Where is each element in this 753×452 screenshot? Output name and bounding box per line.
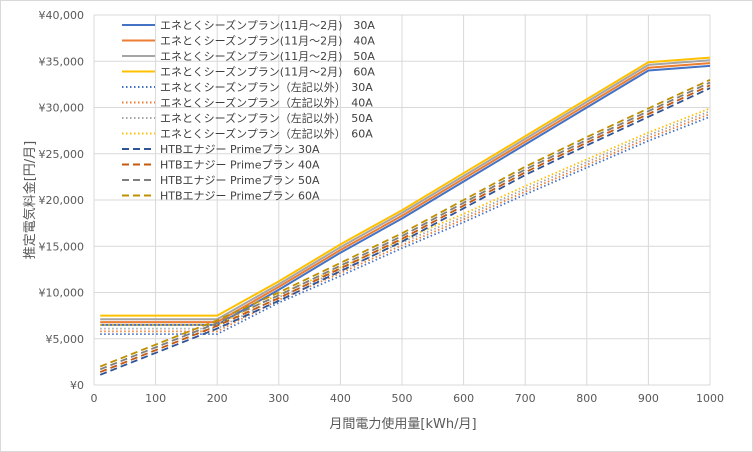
y-tick-label: ¥10,000 <box>39 287 85 300</box>
x-tick-label: 600 <box>453 392 474 405</box>
series-line <box>99 87 711 376</box>
y-tick-label: ¥40,000 <box>39 9 85 22</box>
x-tick-label: 400 <box>330 392 351 405</box>
legend-label: エネとくシーズンプラン(11月～2月) 50A <box>160 49 375 63</box>
legend-label: エネとくシーズンプラン（左記以外） 60A <box>160 127 373 141</box>
y-tick-label: ¥5,000 <box>46 333 85 346</box>
x-tick-label: 800 <box>576 392 597 405</box>
x-tick-label: 200 <box>207 392 228 405</box>
series-lines <box>99 56 711 376</box>
x-tick-label: 500 <box>392 392 413 405</box>
x-tick-label: 1000 <box>696 392 724 405</box>
series-line <box>99 84 711 373</box>
legend-label: エネとくシーズンプラン(11月～2月) 40A <box>160 34 375 48</box>
series-line <box>99 78 711 368</box>
legend-label: エネとくシーズンプラン（左記以外） 50A <box>160 111 373 125</box>
legend-label: エネとくシーズンプラン（左記以外） 30A <box>160 80 373 94</box>
y-tick-label: ¥25,000 <box>39 148 85 161</box>
series-line <box>100 59 711 321</box>
y-tick-label: ¥35,000 <box>39 55 85 68</box>
x-tick-label: 0 <box>91 392 98 405</box>
legend-label: HTBエナジー Primeプラン 60A <box>160 190 320 203</box>
x-axis-title: 月間電力使用量[kWh/月] <box>329 416 476 432</box>
series-line <box>99 81 711 371</box>
legend-label: HTBエナジー Primeプラン 30A <box>160 143 320 156</box>
y-tick-label: ¥20,000 <box>39 194 85 207</box>
y-axis-title: 推定電気料金[円/月] <box>22 141 38 260</box>
legend: エネとくシーズンプラン(11月～2月) 30A エネとくシーズンプラン(11月～2… <box>122 18 375 203</box>
series-line <box>100 115 711 336</box>
axes: ¥0 ¥5,000 ¥10,000 ¥15,000 ¥20,000 ¥25,000 ¥30,… <box>39 9 725 405</box>
series-line <box>100 113 711 333</box>
legend-label: エネとくシーズンプラン(11月～2月) 60A <box>160 65 375 79</box>
series-line <box>100 110 711 330</box>
series-line <box>100 56 711 317</box>
x-tick-label: 900 <box>638 392 659 405</box>
y-tick-label: ¥30,000 <box>39 102 85 115</box>
legend-label: HTBエナジー Primeプラン 40A <box>160 159 320 172</box>
y-tick-label: ¥15,000 <box>39 240 85 253</box>
x-tick-label: 300 <box>268 392 289 405</box>
series-line <box>100 62 711 324</box>
x-tick-label: 700 <box>515 392 536 405</box>
y-tick-label: ¥0 <box>70 379 84 392</box>
legend-label: エネとくシーズンプラン（左記以外） 40A <box>160 96 373 110</box>
legend-label: HTBエナジー Primeプラン 50A <box>160 174 320 187</box>
x-tick-label: 100 <box>145 392 166 405</box>
legend-label: エネとくシーズンプラン(11月～2月) 30A <box>160 18 375 32</box>
